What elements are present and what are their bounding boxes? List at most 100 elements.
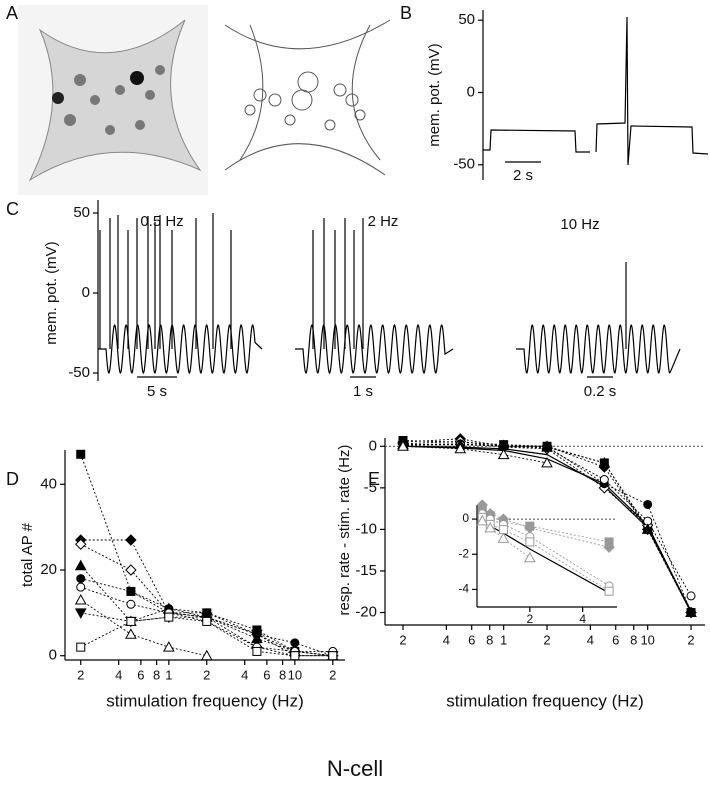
trace [516, 324, 681, 374]
marker [541, 456, 553, 468]
y-tick-label: 50 [73, 204, 90, 221]
x-tick-label: 4 [587, 632, 594, 647]
marker [685, 606, 697, 618]
marker [328, 651, 338, 661]
y-tick-label: -2 [458, 546, 469, 560]
marker [74, 608, 87, 619]
x-tick-label: 6 [137, 667, 144, 682]
y-tick-label: -4 [458, 582, 469, 596]
marker [497, 448, 510, 460]
x-axis-label: stimulation frequency (Hz) [446, 691, 643, 710]
x-tick-label: 4 [443, 632, 450, 647]
marker [74, 593, 87, 605]
panel-label: A [6, 3, 18, 23]
marker [126, 599, 136, 609]
marker [251, 629, 263, 641]
marker [75, 538, 87, 550]
y-tick-label: -20 [355, 604, 377, 621]
footer: N-cell [327, 756, 383, 781]
marker [641, 523, 654, 534]
marker [497, 532, 510, 543]
marker [604, 586, 614, 596]
y-tick-label: -50 [68, 364, 90, 381]
marker [76, 449, 86, 459]
marker [686, 591, 696, 601]
x-tick-label: 4 [579, 612, 586, 626]
trace [98, 324, 263, 374]
y-axis-label: total AP # [19, 522, 36, 587]
scale-bar-label: 1 s [353, 383, 373, 400]
marker [397, 440, 409, 451]
marker [74, 559, 87, 571]
x-tick-label: 2 [687, 632, 694, 647]
panel-label: E [368, 469, 380, 489]
x-tick-label: 8 [279, 667, 286, 682]
x-tick-label: 10 [640, 632, 654, 647]
panel-label: D [6, 469, 19, 489]
panel-label: C [6, 199, 19, 219]
y-tick-label: -10 [355, 520, 377, 537]
y-tick-label: 20 [40, 561, 57, 578]
marker [541, 441, 553, 452]
trace-label: 10 Hz [560, 216, 599, 233]
y-tick-label: 0 [462, 511, 469, 525]
y-tick-label: 40 [40, 475, 57, 492]
x-tick-label: 2 [329, 667, 336, 682]
y-tick-label: -15 [355, 562, 377, 579]
y-tick-label: -5 [364, 479, 377, 496]
marker [162, 641, 175, 652]
marker [125, 534, 137, 546]
y-axis-label: mem. pot. (mV) [426, 43, 443, 146]
x-tick-label: 1 [165, 667, 172, 682]
marker [76, 582, 86, 592]
marker [200, 649, 213, 661]
series-line [481, 504, 610, 548]
marker [476, 514, 489, 526]
marker [252, 646, 262, 656]
y-axis-label: resp. rate - stim. rate (Hz) [336, 445, 353, 616]
marker [525, 537, 535, 547]
marker [603, 541, 615, 553]
x-tick-label: 8 [153, 667, 160, 682]
series-line [402, 445, 548, 464]
marker [126, 586, 136, 596]
marker [76, 574, 86, 584]
scale-bar-label: 2 s [513, 167, 533, 184]
x-tick-label: 8 [486, 632, 493, 647]
x-tick-label: 8 [630, 632, 637, 647]
trace-label: 0.5 Hz [140, 213, 183, 230]
marker [290, 638, 300, 648]
y-axis-label: mem. pot. (mV) [43, 241, 60, 344]
y-tick-label: 0 [82, 284, 90, 301]
marker [598, 456, 611, 468]
marker [290, 651, 300, 661]
x-tick-label: 2 [77, 667, 84, 682]
y-tick-label: 0 [369, 437, 377, 454]
marker [164, 612, 174, 622]
marker [484, 521, 497, 533]
series-line [80, 599, 207, 657]
y-tick-label: 0 [467, 83, 475, 100]
x-tick-label: 1 [500, 632, 507, 647]
marker [125, 628, 137, 639]
x-tick-label: 4 [241, 667, 248, 682]
x-tick-label: 2 [203, 667, 210, 682]
marker [202, 616, 212, 626]
marker [126, 616, 136, 626]
panel-label: B [400, 3, 412, 23]
sketch [224, 19, 391, 176]
x-tick-label: 2 [526, 612, 533, 626]
x-tick-label: 10 [288, 667, 302, 682]
x-tick-label: 6 [612, 632, 619, 647]
marker [523, 551, 536, 563]
x-tick-label: 6 [468, 632, 475, 647]
marker [599, 475, 609, 485]
marker [454, 442, 467, 454]
scale-bar-label: 5 s [147, 383, 167, 400]
micrograph [18, 5, 208, 195]
x-tick-label: 6 [263, 667, 270, 682]
y-tick-label: -50 [453, 156, 475, 173]
scale-bar-label: 0.2 s [584, 383, 617, 400]
x-tick-label: 2 [399, 632, 406, 647]
